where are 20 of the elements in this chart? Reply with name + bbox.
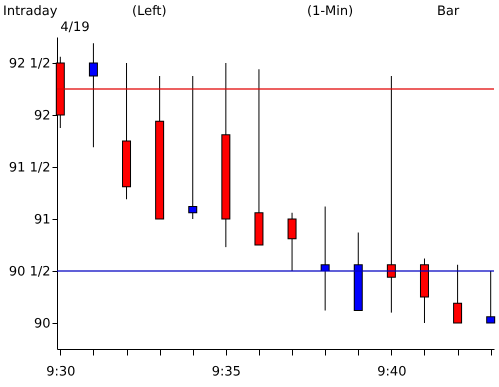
text: Bar	[437, 4, 460, 19]
chart-title: Intraday	[3, 4, 58, 19]
y-tick-label: 91 1/2	[8, 160, 50, 176]
candlestick	[288, 212, 297, 272]
chart-subtitle: 4/19	[60, 20, 90, 35]
y-tick-label: 92	[34, 108, 50, 124]
text: (1-Min)	[307, 4, 354, 19]
x-tick-label: 9:30	[46, 364, 76, 380]
y-tick-label: 91	[34, 212, 50, 228]
candlestick	[453, 264, 462, 324]
candlestick	[88, 42, 98, 148]
y-tick-label: 90	[34, 316, 50, 332]
x-tick-label: 9:35	[212, 364, 241, 380]
x-tick-label: 9:40	[377, 364, 406, 380]
candlestick	[188, 76, 198, 220]
y-tick-label: 90 1/2	[8, 264, 50, 280]
text: (Left)	[132, 4, 167, 19]
candlestick	[486, 270, 496, 324]
y-tick-label: 92 1/2	[8, 56, 50, 72]
candlestick	[386, 76, 396, 314]
